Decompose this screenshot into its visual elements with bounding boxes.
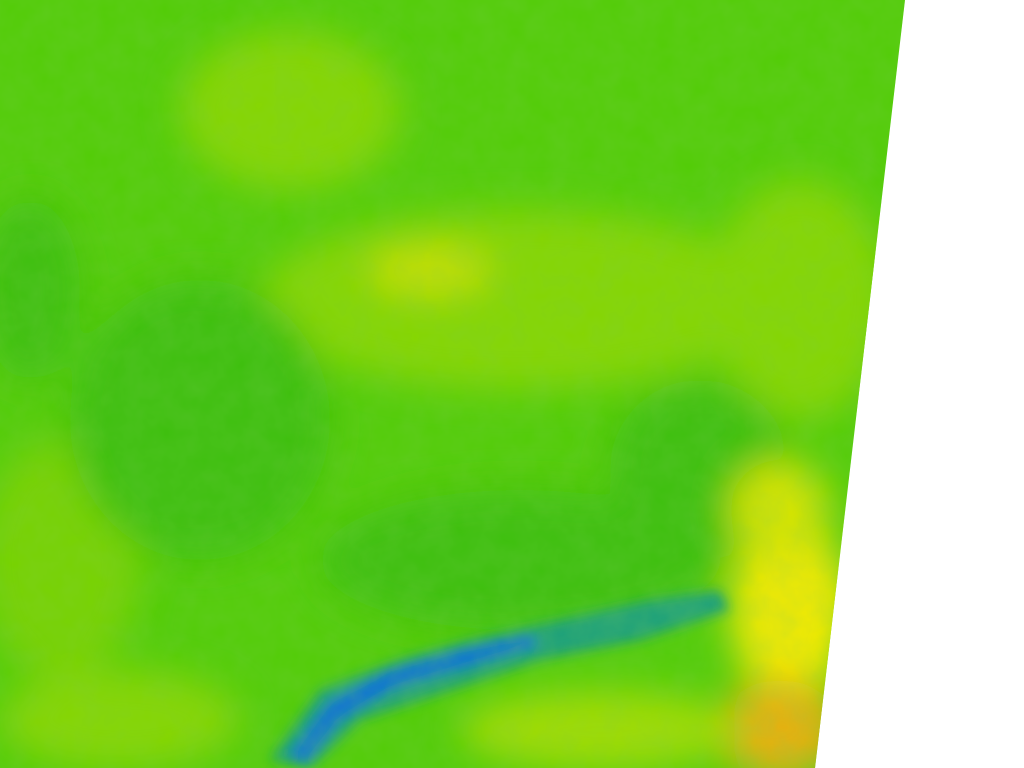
texture <box>0 0 905 768</box>
raster-swath <box>0 0 905 768</box>
raster-image <box>0 0 905 768</box>
raster-map <box>0 0 905 768</box>
